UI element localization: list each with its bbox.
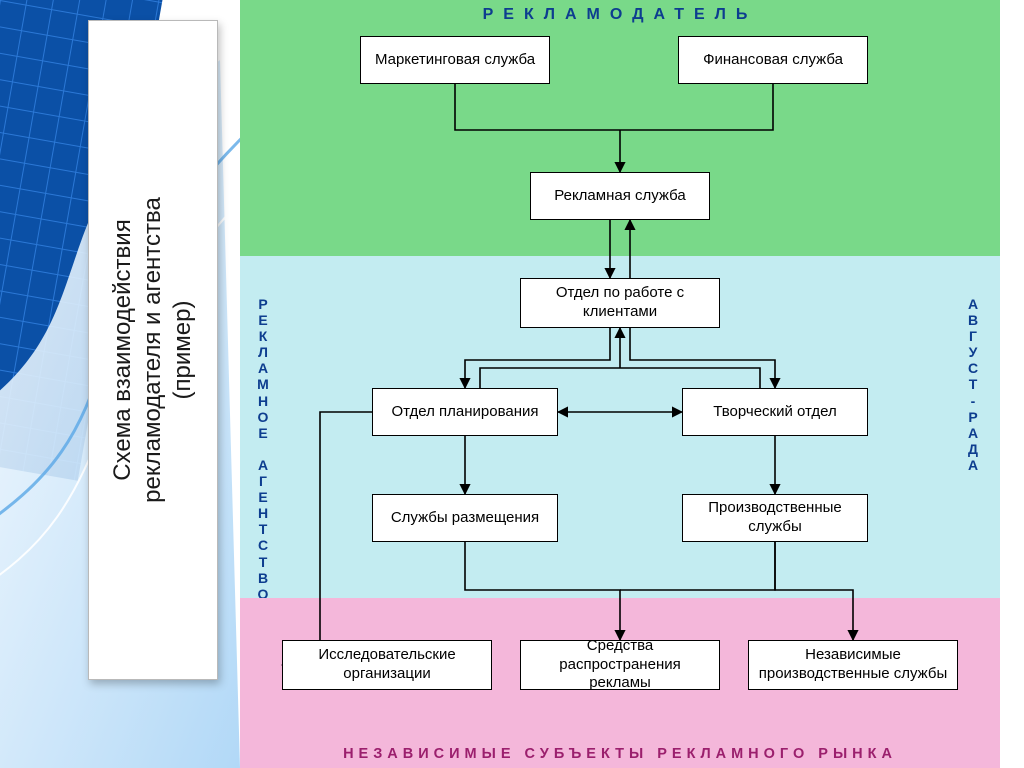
node-clientdept: Отдел по работе с клиентами [520, 278, 720, 328]
zone-advertiser-label: РЕКЛАМОДАТЕЛЬ [240, 6, 1000, 24]
page: Схема взаимодействия рекламодателя и аге… [0, 0, 1024, 768]
zone-agency-left-label: РЕКЛАМНОЕ АГЕНТСТВО [254, 296, 272, 602]
node-research: Исследовательские организации [282, 640, 492, 690]
sidebar-title-card: Схема взаимодействия рекламодателя и аге… [88, 20, 218, 680]
diagram: РЕКЛАМОДАТЕЛЬ РЕКЛАМНОЕ АГЕНТСТВО АВГУСТ… [240, 0, 1000, 768]
zone-agency-right-label: АВГУСТ-РАДА [964, 296, 982, 473]
node-placement: Службы размещения [372, 494, 558, 542]
node-creative: Творческий отдел [682, 388, 868, 436]
node-marketing: Маркетинговая служба [360, 36, 550, 84]
node-prodserv: Производственные службы [682, 494, 868, 542]
page-title: Схема взаимодействия рекламодателя и аге… [108, 197, 198, 503]
node-finance: Финансовая служба [678, 36, 868, 84]
node-adservice: Рекламная служба [530, 172, 710, 220]
zone-independent-label: НЕЗАВИСИМЫЕ СУБЪЕКТЫ РЕКЛАМНОГО РЫНКА [240, 746, 1000, 762]
node-media: Средства распространения рекламы [520, 640, 720, 690]
node-planning: Отдел планирования [372, 388, 558, 436]
node-indepprod: Независимые производственные службы [748, 640, 958, 690]
